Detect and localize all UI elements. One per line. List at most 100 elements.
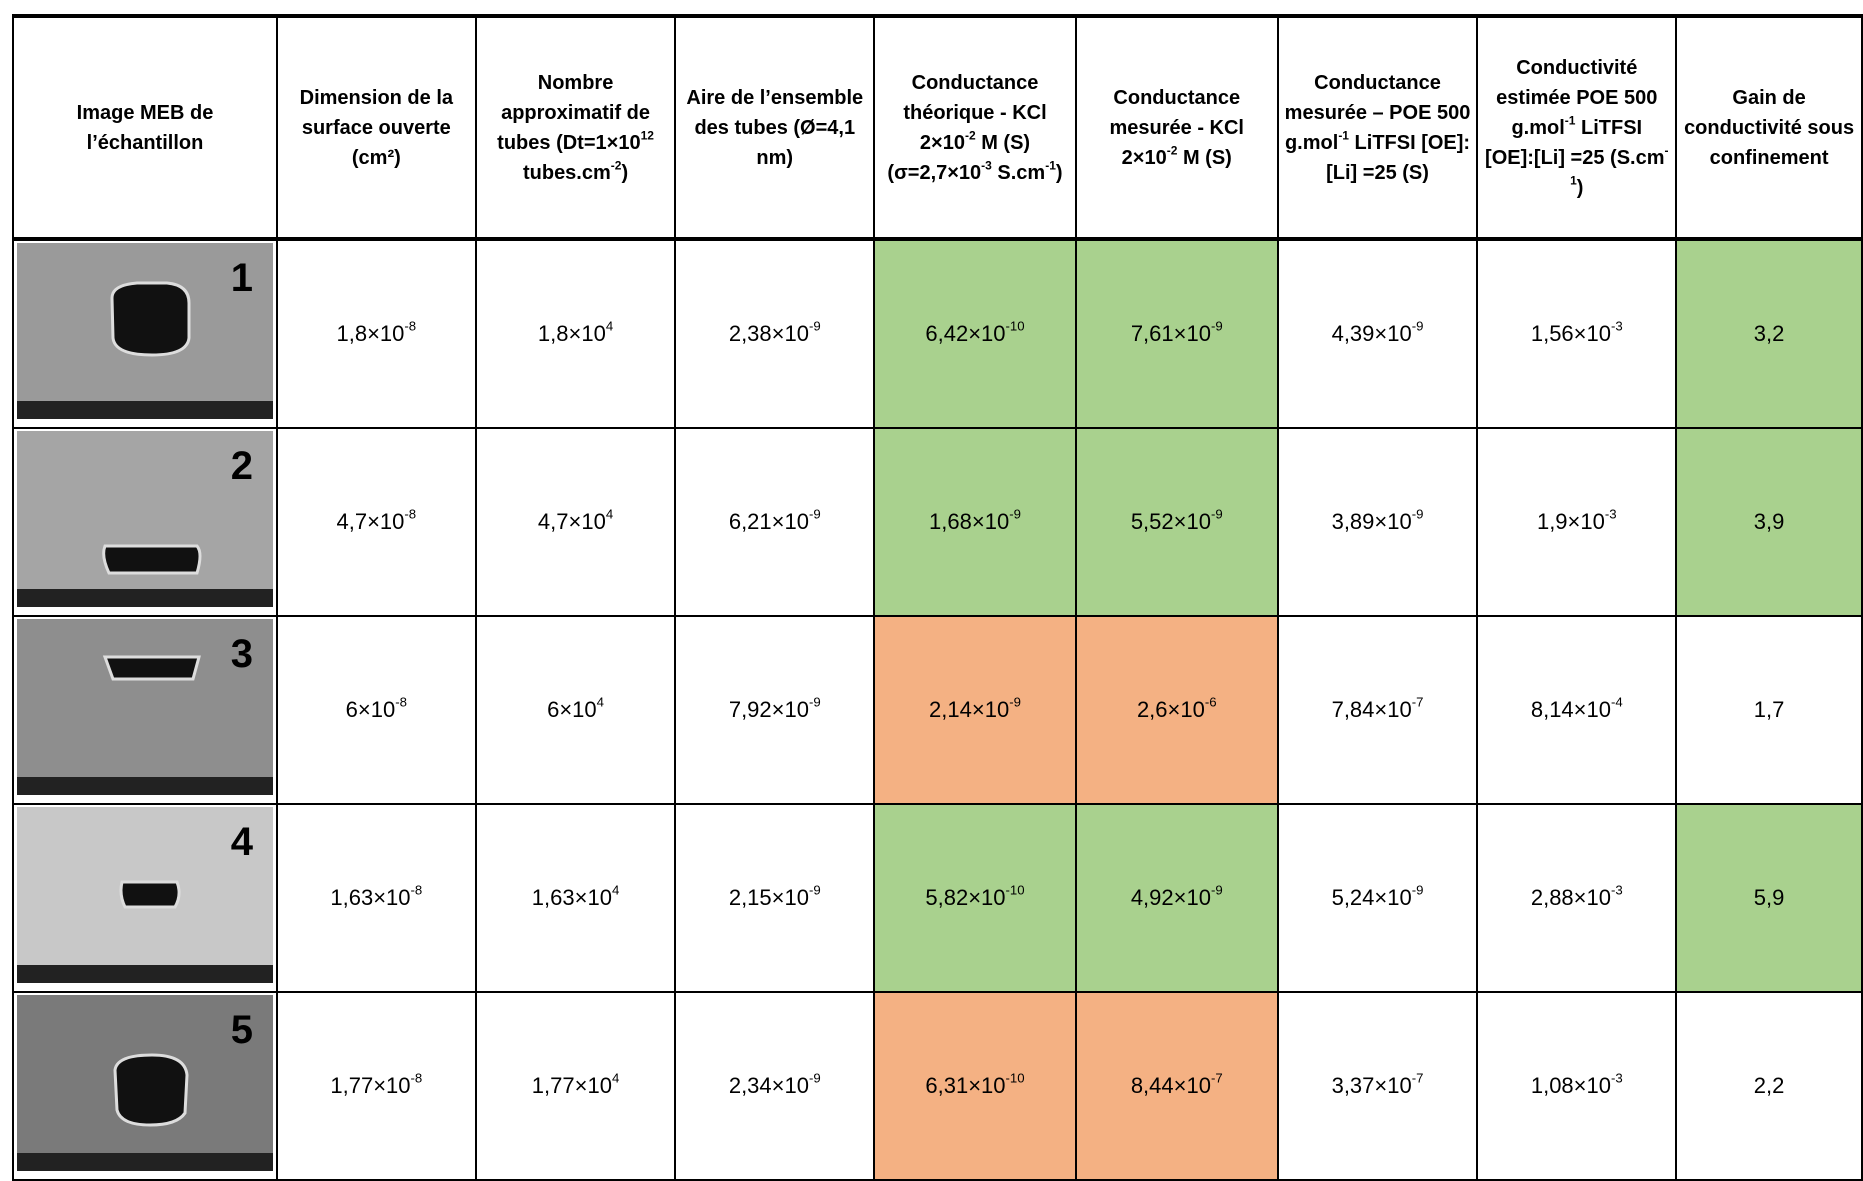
text-run: Nombre approximatif de tubes (Dt=1×10 [497, 71, 650, 154]
superscript: -8 [410, 882, 423, 898]
text-run: 3,89×10 [1331, 509, 1412, 534]
superscript: 4 [596, 694, 604, 710]
text-run: 6×10 [547, 697, 597, 722]
table-row: 2 4,7×10-8 4,7×104 6,21×10-9 1,68×10-9 5,52×1… [12, 427, 1863, 617]
text-run: 1,68×10 [929, 509, 1010, 534]
sem-image: 5 [16, 995, 273, 1171]
text-run: 6×10 [345, 697, 396, 722]
text-run: 1,63×10 [330, 885, 411, 910]
superscript: -6 [1204, 694, 1217, 710]
data-cell: 3,37×10-7 [1276, 991, 1479, 1181]
superscript: 4 [605, 318, 614, 334]
superscript: -9 [1411, 506, 1424, 522]
text-run: 6,42×10 [925, 321, 1006, 346]
text-run: Conductance théorique - KCl 2×10 [903, 71, 1047, 154]
text-run: 1,77×10 [330, 1073, 411, 1098]
sem-hole [119, 880, 181, 909]
sem-image: 1 [16, 243, 273, 419]
sem-hole [102, 544, 202, 575]
sem-info-bar [16, 401, 273, 419]
text-run: 2,6×10 [1136, 697, 1205, 722]
text-run: 1,63×10 [531, 885, 612, 910]
text-run: 7,61×10 [1130, 321, 1211, 346]
sem-background [16, 619, 273, 795]
superscript: -9 [808, 882, 821, 898]
superscript: -2 [964, 127, 976, 142]
text-run: Conductance mesurée – POE 500 g.mol [1284, 71, 1471, 154]
superscript: -9 [808, 506, 821, 522]
data-cell: 8,14×10-4 [1476, 615, 1678, 805]
superscript: -1 [1338, 127, 1349, 142]
sem-hole [102, 655, 201, 681]
table-row: 1 1,8×10-8 1,8×104 2,38×10-9 6,42×10-10 7,61×… [12, 238, 1863, 429]
data-cell: 2,2 [1675, 991, 1863, 1181]
data-cell: 1,77×104 [474, 991, 677, 1181]
superscript: -9 [1411, 882, 1424, 898]
header-cell: Aire de l’ensemble des tubes (Ø=4,1 nm) [674, 14, 876, 241]
text-run: 1,56×10 [1530, 321, 1611, 346]
superscript: -1 [1564, 112, 1576, 127]
text-run: 2,88×10 [1530, 885, 1611, 910]
image-label: 5 [231, 1008, 253, 1052]
data-table: Image MEB de l’échantillon Dimension de l… [12, 14, 1863, 1181]
data-cell: 7,84×10-7 [1276, 615, 1479, 805]
image-cell: 3 [12, 615, 278, 805]
sem-image: 3 [16, 619, 273, 795]
table-row: 5 1,77×10-8 1,77×104 2,34×10-9 6,31×10-10 8,4… [12, 991, 1863, 1181]
text-run: 5,52×10 [1130, 509, 1211, 534]
superscript: -1 [1045, 157, 1056, 172]
data-cell: 6×104 [474, 615, 677, 805]
text-run: 3,2 [1753, 321, 1785, 346]
sem-image: 2 [16, 431, 273, 607]
data-cell: 5,82×10-10 [873, 803, 1077, 993]
text-run: 2,15×10 [728, 885, 809, 910]
text-run: 8,14×10 [1530, 697, 1611, 722]
data-cell: 1,63×104 [474, 803, 677, 993]
superscript: -10 [1005, 882, 1025, 898]
superscript: -10 [1005, 1070, 1025, 1086]
superscript: -9 [808, 318, 821, 334]
data-cell: 6,31×10-10 [873, 991, 1077, 1181]
superscript: -8 [404, 318, 417, 334]
data-cell: 1,56×10-3 [1476, 238, 1678, 429]
text-run: 4,92×10 [1130, 885, 1211, 910]
superscript: -2 [610, 157, 622, 172]
data-cell: 1,9×10-3 [1476, 427, 1678, 617]
data-cell: 3,9 [1675, 427, 1863, 617]
text-run: 5,9 [1753, 885, 1785, 910]
data-cell: 2,34×10-9 [674, 991, 876, 1181]
superscript: -3 [1610, 318, 1623, 334]
image-cell: 5 [12, 991, 278, 1181]
text-run: Dimension de la surface ouverte (cm²) [299, 86, 454, 169]
text-run: 1,8×10 [336, 321, 405, 346]
superscript: -3 [981, 157, 992, 172]
image-cell: 1 [12, 238, 278, 429]
text-run: 8,44×10 [1130, 1073, 1211, 1098]
data-cell: 3,89×10-9 [1276, 427, 1479, 617]
data-cell: 1,77×10-8 [275, 991, 477, 1181]
data-cell: 2,14×10-9 [873, 615, 1077, 805]
superscript: -7 [1411, 694, 1424, 710]
image-cell: 4 [12, 803, 278, 993]
text-run: Aire de l’ensemble des tubes (Ø=4,1 nm) [686, 86, 864, 169]
table-body: 1 1,8×10-8 1,8×104 2,38×10-9 6,42×10-10 7,61×… [12, 238, 1863, 1181]
data-cell: 1,68×10-9 [873, 427, 1077, 617]
data-cell: 2,88×10-3 [1476, 803, 1678, 993]
header-cell: Conductivité estimée POE 500 g.mol-1 LiT… [1476, 14, 1678, 241]
superscript: -9 [1009, 694, 1021, 710]
data-cell: 4,92×10-9 [1074, 803, 1279, 993]
superscript: -8 [395, 694, 407, 710]
superscript: -3 [1610, 1070, 1623, 1086]
data-cell: 4,7×104 [474, 427, 677, 617]
data-cell: 6,42×10-10 [873, 238, 1077, 429]
sem-hole [110, 281, 191, 357]
text-run: 2,34×10 [728, 1073, 809, 1098]
superscript: -3 [1604, 506, 1617, 522]
table-row: 4 1,63×10-8 1,63×104 2,15×10-9 5,82×10-10 4,9… [12, 803, 1863, 993]
text-run: ) [1055, 161, 1063, 184]
text-run: Conductivité estimée POE 500 g.mol [1496, 56, 1658, 139]
text-run: M (S) (σ=2,7×10 [887, 131, 1031, 184]
header-cell: Conductance mesurée - KCl 2×10-2 M (S) [1074, 14, 1279, 241]
text-run: 6,31×10 [925, 1073, 1006, 1098]
text-run: 7,84×10 [1331, 697, 1412, 722]
